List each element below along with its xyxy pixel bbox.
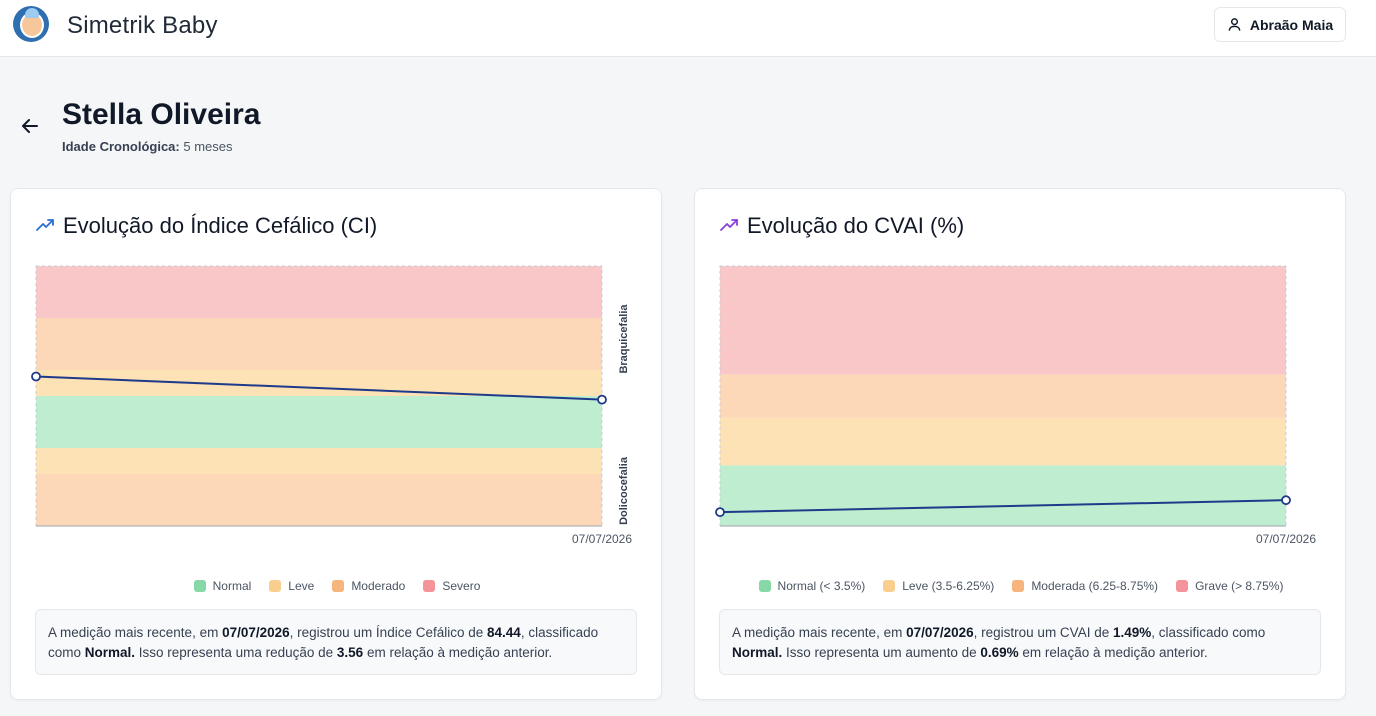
- cvai-band-0: [720, 465, 1286, 526]
- app-title[interactable]: Simetrik Baby: [67, 12, 218, 39]
- trending-up-icon: [720, 219, 738, 231]
- legend-swatch: [1012, 580, 1025, 592]
- legend-swatch: [193, 580, 206, 592]
- summary-date: 07/07/2026: [222, 625, 290, 640]
- cvai-band-2: [720, 374, 1286, 418]
- user-icon: [1228, 18, 1241, 31]
- ci-band-3: [36, 370, 602, 396]
- cvai-plot-border: [719, 265, 1287, 527]
- summary-delta: 3.56: [336, 645, 364, 660]
- ci-legend: Normal Leve Moderado Severo: [11, 579, 663, 593]
- back-button[interactable]: [17, 115, 43, 137]
- summary-text: em relação à medição anterior.: [363, 645, 553, 660]
- ci-side-label-dolico: Dolicocefalia: [618, 456, 630, 525]
- cvai-series-line: [719, 499, 1287, 514]
- legend-swatch: [332, 580, 345, 592]
- legend-swatch: [883, 580, 896, 592]
- legend-label: Moderado: [351, 579, 406, 593]
- cvai-x-tick-label: 07/07/2026: [1256, 532, 1316, 546]
- ci-data-point[interactable]: [31, 371, 41, 382]
- legend-swatch: [423, 580, 436, 592]
- summary-text: em relação à medição anterior.: [1018, 645, 1208, 660]
- ci-card-title-text: Evolução do Índice Cefálico (CI): [63, 213, 378, 238]
- user-name: Abraão Maia: [1249, 16, 1334, 33]
- patient-age-label: Idade Cronológica:: [62, 139, 180, 154]
- summary-value: 84.44: [487, 625, 521, 640]
- summary-text: Isso representa um aumento de: [782, 645, 981, 660]
- ci-series-line: [35, 375, 603, 401]
- legend-item-normal[interactable]: Normal (< 3.5%): [758, 579, 866, 593]
- summary-text: , classificado como: [1151, 625, 1266, 640]
- ci-summary: A medição mais recente, em 07/07/2026, r…: [35, 609, 637, 675]
- ci-band-2: [36, 396, 602, 448]
- summary-date: 07/07/2026: [906, 625, 974, 640]
- ci-side-label-brachy: Braquicefalia: [618, 304, 630, 374]
- cvai-band-1: [720, 417, 1286, 466]
- legend-swatch: [758, 580, 771, 592]
- baby-cap-icon: [25, 8, 39, 18]
- summary-value: 1.49%: [1112, 625, 1152, 640]
- summary-delta: 0.69%: [980, 645, 1019, 660]
- cvai-evolution-card: Evolução do CVAI (%) 07/07/2026 Normal (…: [694, 188, 1346, 700]
- legend-item-normal[interactable]: Normal: [193, 579, 252, 593]
- top-bar: Simetrik Baby Abraão Maia: [0, 0, 1376, 57]
- legend-item-moderado[interactable]: Moderado: [332, 579, 405, 593]
- summary-text: Isso representa uma redução de: [135, 645, 337, 660]
- patient-name: Stella Oliveira: [62, 98, 261, 131]
- ci-card-title: Evolução do Índice Cefálico (CI): [35, 213, 377, 239]
- ci-band-0: [36, 474, 602, 526]
- patient-age: Idade Cronológica: 5 meses: [62, 139, 233, 154]
- legend-label: Grave (> 8.75%): [1195, 579, 1284, 593]
- legend-item-leve[interactable]: Leve (3.5-6.25%): [883, 579, 994, 593]
- summary-text: , registrou um Índice Cefálico de: [289, 625, 488, 640]
- legend-label: Leve: [288, 579, 315, 593]
- legend-item-moderada[interactable]: Moderada (6.25-8.75%): [1012, 579, 1158, 593]
- summary-classification: Normal.: [84, 645, 136, 660]
- summary-text: A medição mais recente, em: [48, 625, 223, 640]
- cvai-legend: Normal (< 3.5%) Leve (3.5-6.25%) Moderad…: [695, 579, 1347, 593]
- legend-item-severo[interactable]: Severo: [423, 579, 480, 593]
- ci-chart: 07/07/2026 Braquicefalia Dolicocefalia: [31, 265, 632, 546]
- cvai-chart: 07/07/2026: [715, 265, 1316, 546]
- summary-text: , registrou um CVAI de: [973, 625, 1113, 640]
- trending-up-icon: [36, 219, 54, 231]
- legend-item-leve[interactable]: Leve: [269, 579, 314, 593]
- legend-label: Leve (3.5-6.25%): [902, 579, 995, 593]
- cvai-band-3: [720, 266, 1286, 375]
- ci-band-1: [36, 448, 602, 474]
- summary-text: A medição mais recente, em: [732, 625, 907, 640]
- app-logo[interactable]: [13, 6, 49, 42]
- cvai-card-title: Evolução do CVAI (%): [719, 213, 964, 239]
- legend-label: Normal: [212, 579, 252, 593]
- cvai-card-title-text: Evolução do CVAI (%): [747, 213, 965, 238]
- cvai-data-point[interactable]: [715, 507, 725, 518]
- ci-data-point[interactable]: [597, 394, 607, 405]
- cvai-data-point[interactable]: [1281, 495, 1291, 506]
- ci-evolution-card: Evolução do Índice Cefálico (CI) 07/07/2…: [10, 188, 662, 700]
- ci-band-5: [36, 266, 602, 318]
- legend-label: Normal (< 3.5%): [777, 579, 866, 593]
- legend-swatch: [269, 580, 282, 592]
- patient-age-value: 5 meses: [183, 139, 233, 154]
- legend-label: Moderada (6.25-8.75%): [1031, 579, 1159, 593]
- legend-item-grave[interactable]: Grave (> 8.75%): [1176, 579, 1283, 593]
- summary-classification: Normal.: [732, 645, 783, 660]
- legend-label: Severo: [442, 579, 481, 593]
- arrow-left-icon: [22, 119, 38, 133]
- legend-swatch: [1176, 580, 1189, 592]
- user-menu-button[interactable]: Abraão Maia: [1214, 7, 1346, 42]
- summary-text: , classificado como: [48, 625, 599, 660]
- ci-band-4: [36, 318, 602, 370]
- ci-x-tick-label: 07/07/2026: [572, 532, 632, 546]
- cvai-summary: A medição mais recente, em 07/07/2026, r…: [719, 609, 1321, 675]
